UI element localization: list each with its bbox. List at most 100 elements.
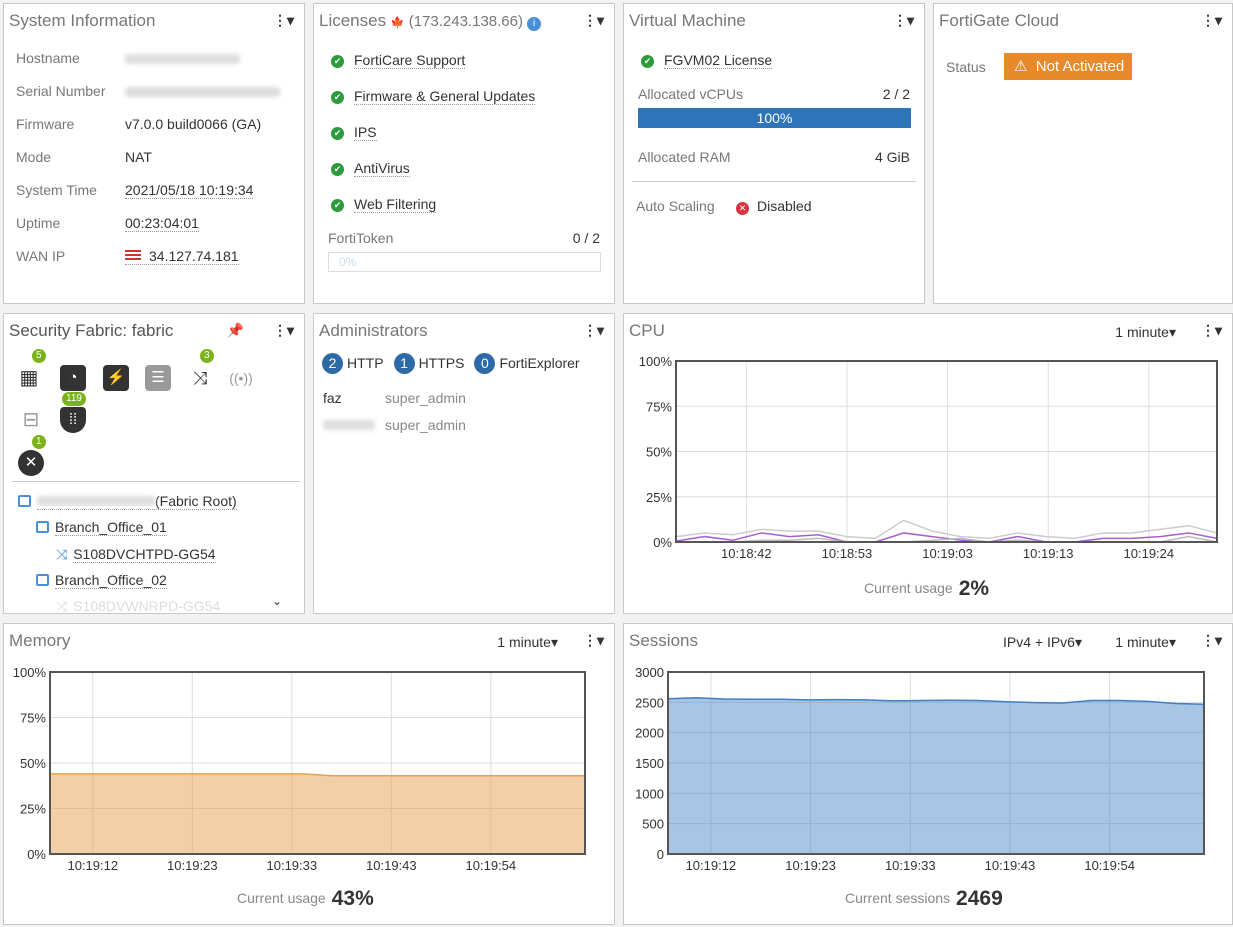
widget-menu-button[interactable]: ⋮▾ <box>272 12 294 28</box>
y-tick-label: 25% <box>646 490 672 505</box>
endpoint-badge: 119 <box>62 392 86 406</box>
admin-count-fortiexplorer[interactable]: 0 FortiExplorer <box>474 353 580 374</box>
vulnerability-icon[interactable]: ✕ <box>18 450 44 476</box>
firewall-icon[interactable]: ▦ <box>19 367 39 389</box>
x-tick-label: 10:18:53 <box>822 546 873 561</box>
widget-menu-button[interactable]: ⋮▾ <box>1200 632 1222 648</box>
info-label: Serial Number <box>16 83 106 99</box>
x-tick-label: 10:19:33 <box>885 858 936 873</box>
pin-icon[interactable]: 📌 <box>226 322 244 338</box>
widget-menu-button[interactable]: ⋮▾ <box>582 632 604 648</box>
license-item[interactable]: ✔ Firmware & General Updates <box>331 88 536 105</box>
time-range-dropdown[interactable]: 1 minute▾ <box>1115 324 1176 340</box>
y-tick-label: 75% <box>20 711 46 726</box>
fortitoken-progress: 0% <box>328 252 601 272</box>
count-label: HTTPS <box>418 355 465 371</box>
widget-menu-button[interactable]: ⋮▾ <box>582 12 604 28</box>
cpu-chart: 0% 25% 50% 75% 100% 10:18:42 10:18:53 10:19:03 1… <box>639 354 1218 561</box>
license-item[interactable]: ✔ FortiCare Support <box>331 52 466 69</box>
y-tick-label: 2500 <box>635 695 664 710</box>
y-tick-label: 500 <box>642 817 664 832</box>
widget-menu-button[interactable]: ⋮▾ <box>272 322 294 338</box>
widget-title: CPU <box>629 321 665 340</box>
tree-node-label: Branch_Office_02 <box>55 572 167 589</box>
extender-icon[interactable]: ⊟ <box>22 409 40 431</box>
status-label: Status <box>946 59 986 75</box>
license-item[interactable]: ✔ Web Filtering <box>331 196 437 213</box>
admin-name: faz <box>323 390 342 406</box>
endpoint-icon[interactable]: ⁞⁞ <box>60 407 86 433</box>
system-information-widget: System Information ⋮▾ Hostname Serial Num… <box>3 3 305 304</box>
widget-menu-button[interactable]: ⋮▾ <box>1200 12 1222 28</box>
y-tick-label: 50% <box>646 445 672 460</box>
admin-count-http[interactable]: 2 HTTP <box>322 353 384 374</box>
cpu-widget: CPU 1 minute▾ ⋮▾ 0% 25% 50% 75% 100% 10:18:42… <box>623 313 1233 614</box>
ram-label: Allocated RAM <box>638 149 731 165</box>
time-range-dropdown[interactable]: 1 minute▾ <box>1115 634 1176 650</box>
fortigate-icon <box>18 495 31 507</box>
analyzer-icon[interactable]: ◔ <box>60 365 86 391</box>
info-value: v7.0.0 build0066 (GA) <box>125 116 262 132</box>
widget-title: System Information <box>9 11 156 30</box>
widget-menu-button[interactable]: ⋮▾ <box>1200 322 1222 338</box>
scroll-down-icon[interactable]: ⌄ <box>272 594 283 608</box>
ip-version-value: IPv4 + IPv6 <box>1002 634 1075 650</box>
x-tick-label: 10:19:54 <box>1084 858 1135 873</box>
switch-icon: ⤨ <box>56 598 68 614</box>
vcpu-label: Allocated vCPUs <box>638 86 744 102</box>
tree-node-label: S108DVWNRPD-GG54 <box>73 598 221 614</box>
fortitoken-value: 0 / 2 <box>572 230 600 246</box>
info-label: Mode <box>16 149 52 165</box>
info-value: NAT <box>125 149 152 165</box>
ip-version-dropdown[interactable]: IPv4 + IPv6▾ <box>1002 634 1082 650</box>
widget-menu-button[interactable]: ⋮▾ <box>582 322 604 338</box>
series-line <box>50 773 585 777</box>
status-value: Not Activated <box>1035 58 1125 75</box>
redacted-value <box>125 87 280 97</box>
check-icon: ✔ <box>331 91 344 104</box>
wireless-icon[interactable]: ((•)) <box>229 370 253 386</box>
current-usage: Current usage 43% <box>237 887 374 911</box>
clipboard-icon[interactable]: ☰ <box>145 365 171 391</box>
tree-node[interactable]: Branch_Office_02 <box>36 572 167 589</box>
virtual-machine-widget: Virtual Machine ⋮▾ ✔ FGVM02 License Alloc… <box>623 3 925 304</box>
count-badge: 2 <box>322 353 343 374</box>
status-badge[interactable]: ⚠ Not Activated <box>1004 53 1133 80</box>
current-sessions-value: 2469 <box>956 887 1003 910</box>
x-circle-icon: ✕ <box>736 202 749 215</box>
fortigate-icon <box>36 574 49 586</box>
widget-menu-button[interactable]: ⋮▾ <box>892 12 914 28</box>
x-tick-label: 10:19:33 <box>267 858 318 873</box>
vcpu-value: 2 / 2 <box>882 86 910 102</box>
widget-title: Security Fabric: fabric <box>9 321 174 340</box>
widget-title: Administrators <box>319 321 428 340</box>
admin-row: super_admin <box>323 417 466 433</box>
check-icon: ✔ <box>331 163 344 176</box>
y-tick-label: 75% <box>646 399 672 414</box>
sessions-chart: 0 500 1000 1500 2000 2500 3000 10:19:12 10:19:23… <box>635 665 1205 873</box>
time-range-value: 1 minute <box>1115 634 1169 650</box>
admin-role: super_admin <box>385 390 466 406</box>
tree-node[interactable]: ⤨ S108DVCHTPD-GG54 <box>56 546 216 563</box>
autoscale-status: Disabled <box>757 198 812 214</box>
sandbox-icon[interactable]: ⚡ <box>103 365 129 391</box>
x-tick-label: 10:19:03 <box>922 546 973 561</box>
time-range-dropdown[interactable]: 1 minute▾ <box>497 634 558 650</box>
current-usage-value: 2% <box>958 577 990 600</box>
widget-title: FortiGate Cloud <box>939 11 1059 30</box>
info-icon[interactable]: i <box>527 17 542 31</box>
widget-title: Sessions <box>629 631 698 650</box>
tree-node[interactable]: ⤨ S108DVWNRPD-GG54 <box>56 598 221 614</box>
tree-root-label: (Fabric Root) <box>155 493 237 509</box>
admin-count-https[interactable]: 1 HTTPS <box>393 353 465 374</box>
license-item[interactable]: ✔ IPS <box>331 124 377 141</box>
tree-node[interactable]: Branch_Office_01 <box>36 519 167 536</box>
count-badge: 1 <box>393 353 415 374</box>
switch-icon[interactable]: ⤨ <box>192 368 208 388</box>
memory-widget: Memory 1 minute▾ ⋮▾ 0% 25% 50% 75% 100% 10:19… <box>3 623 615 925</box>
tree-node-root[interactable]: (Fabric Root) <box>18 493 237 510</box>
us-flag-icon <box>125 250 141 261</box>
administrators-widget: Administrators ⋮▾ 2 HTTP 1 HTTPS 0 FortiExplo… <box>313 313 615 614</box>
check-icon: ✔ <box>331 55 344 68</box>
license-item[interactable]: ✔ AntiVirus <box>331 160 410 177</box>
